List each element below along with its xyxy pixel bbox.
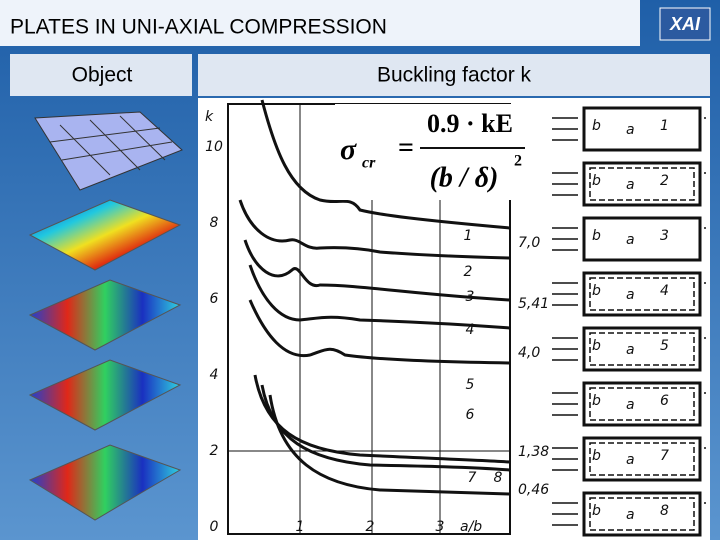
panel-b: b xyxy=(592,228,601,244)
column-header: Object xyxy=(72,64,133,87)
panel-frame xyxy=(582,161,702,207)
panel-b: b xyxy=(592,338,601,354)
formula-exponent: 2 xyxy=(514,153,522,170)
formula-box xyxy=(335,104,535,200)
curve-label: 3 xyxy=(466,289,475,305)
load-arrows xyxy=(552,337,706,361)
panel-inner xyxy=(589,167,695,201)
panel-b: b xyxy=(592,283,601,299)
formula-lhs: σ xyxy=(340,133,357,166)
panel-frame xyxy=(582,326,702,372)
x-tick-label: 3 xyxy=(436,519,445,535)
curve-label: 4 xyxy=(466,322,475,338)
y-tick-label: 4 xyxy=(210,367,219,383)
panel-inner xyxy=(589,387,695,421)
load-arrows xyxy=(552,502,706,526)
panel-inner xyxy=(589,332,695,366)
title-bar xyxy=(0,0,640,46)
curve-label: 8 xyxy=(494,470,503,486)
load-arrows xyxy=(552,227,706,251)
panel-inner xyxy=(589,442,695,476)
panel-inner xyxy=(589,497,695,531)
asymptote-label: 0,46 xyxy=(518,482,549,498)
panel-a: a xyxy=(626,177,635,193)
y-axis-label: k xyxy=(205,109,214,125)
y-tick-label: 8 xyxy=(210,215,219,231)
curve-label: 7 xyxy=(468,470,477,486)
load-arrows xyxy=(552,172,706,196)
asymptote-label: 7,0 xyxy=(518,235,540,251)
x-axis-label: a/b xyxy=(460,519,482,535)
formula-sub: cr xyxy=(362,155,376,172)
panel-frame xyxy=(582,106,702,152)
asymptote-label: 1,38 xyxy=(518,444,549,460)
panel-a: a xyxy=(626,122,635,138)
y-tick-label: 10 xyxy=(205,139,223,155)
panel-number: 8 xyxy=(660,503,669,519)
panel-frame xyxy=(582,216,702,262)
panel-number: 5 xyxy=(660,338,669,354)
curves xyxy=(238,99,511,496)
panel-frame xyxy=(582,491,702,537)
panel-number: 3 xyxy=(660,228,669,244)
panel-number: 7 xyxy=(660,448,669,464)
load-arrows xyxy=(552,282,706,306)
panel-b: b xyxy=(592,448,601,464)
panel-a: a xyxy=(626,507,635,523)
load-arrows xyxy=(552,392,706,416)
formula-eq: = xyxy=(398,132,414,163)
panel-number: 6 xyxy=(660,393,669,409)
support-panels: b a 1 b a 2 b a 3 b a 4 b a 5 b a 6 b a 7 b a 8 xyxy=(552,106,706,537)
panel-frame xyxy=(582,436,702,482)
curve-label: 1 xyxy=(464,228,473,244)
curve-label: 6 xyxy=(466,407,475,423)
y-tick-label: 6 xyxy=(210,291,219,307)
header-cell xyxy=(198,54,710,96)
panel-b: b xyxy=(592,393,601,409)
y-tick-label: 0 xyxy=(210,519,219,535)
panel-frame xyxy=(582,271,702,317)
formula: σ cr = 0.9 · kE (b / δ) 2 xyxy=(340,109,525,193)
slide-title: PLATES IN UNI-AXIAL COMPRESSION xyxy=(10,16,387,39)
asymptote-label: 5,41 xyxy=(518,296,549,312)
panel-inner xyxy=(589,277,695,311)
panel-frame xyxy=(582,381,702,427)
x-tick-label: 1 xyxy=(296,519,305,535)
x-tick-label: 2 xyxy=(366,519,375,535)
panel-number: 2 xyxy=(660,173,669,189)
plate-images xyxy=(28,111,183,521)
load-arrows xyxy=(552,447,706,471)
panel-b: b xyxy=(592,173,601,189)
load-arrows xyxy=(552,117,706,141)
formula-numerator: 0.9 · kE xyxy=(427,109,513,138)
panel-a: a xyxy=(626,452,635,468)
column-header: Buckling factor k xyxy=(377,64,532,87)
panel-a: a xyxy=(626,397,635,413)
panel-a: a xyxy=(626,232,635,248)
asymptote-label: 4,0 xyxy=(518,345,540,361)
curve-label: 5 xyxy=(466,377,475,393)
header-cell xyxy=(10,54,192,96)
curve-label: 2 xyxy=(464,264,473,280)
logo xyxy=(659,7,711,41)
formula-denominator: (b / δ) xyxy=(430,162,499,193)
panel-b: b xyxy=(592,118,601,134)
panel-a: a xyxy=(626,287,635,303)
panel-a: a xyxy=(626,342,635,358)
logo-text: XAI xyxy=(669,14,701,34)
panel-number: 1 xyxy=(660,118,669,134)
panel-b: b xyxy=(592,503,601,519)
y-tick-label: 2 xyxy=(210,443,219,459)
panel-number: 4 xyxy=(660,283,669,299)
